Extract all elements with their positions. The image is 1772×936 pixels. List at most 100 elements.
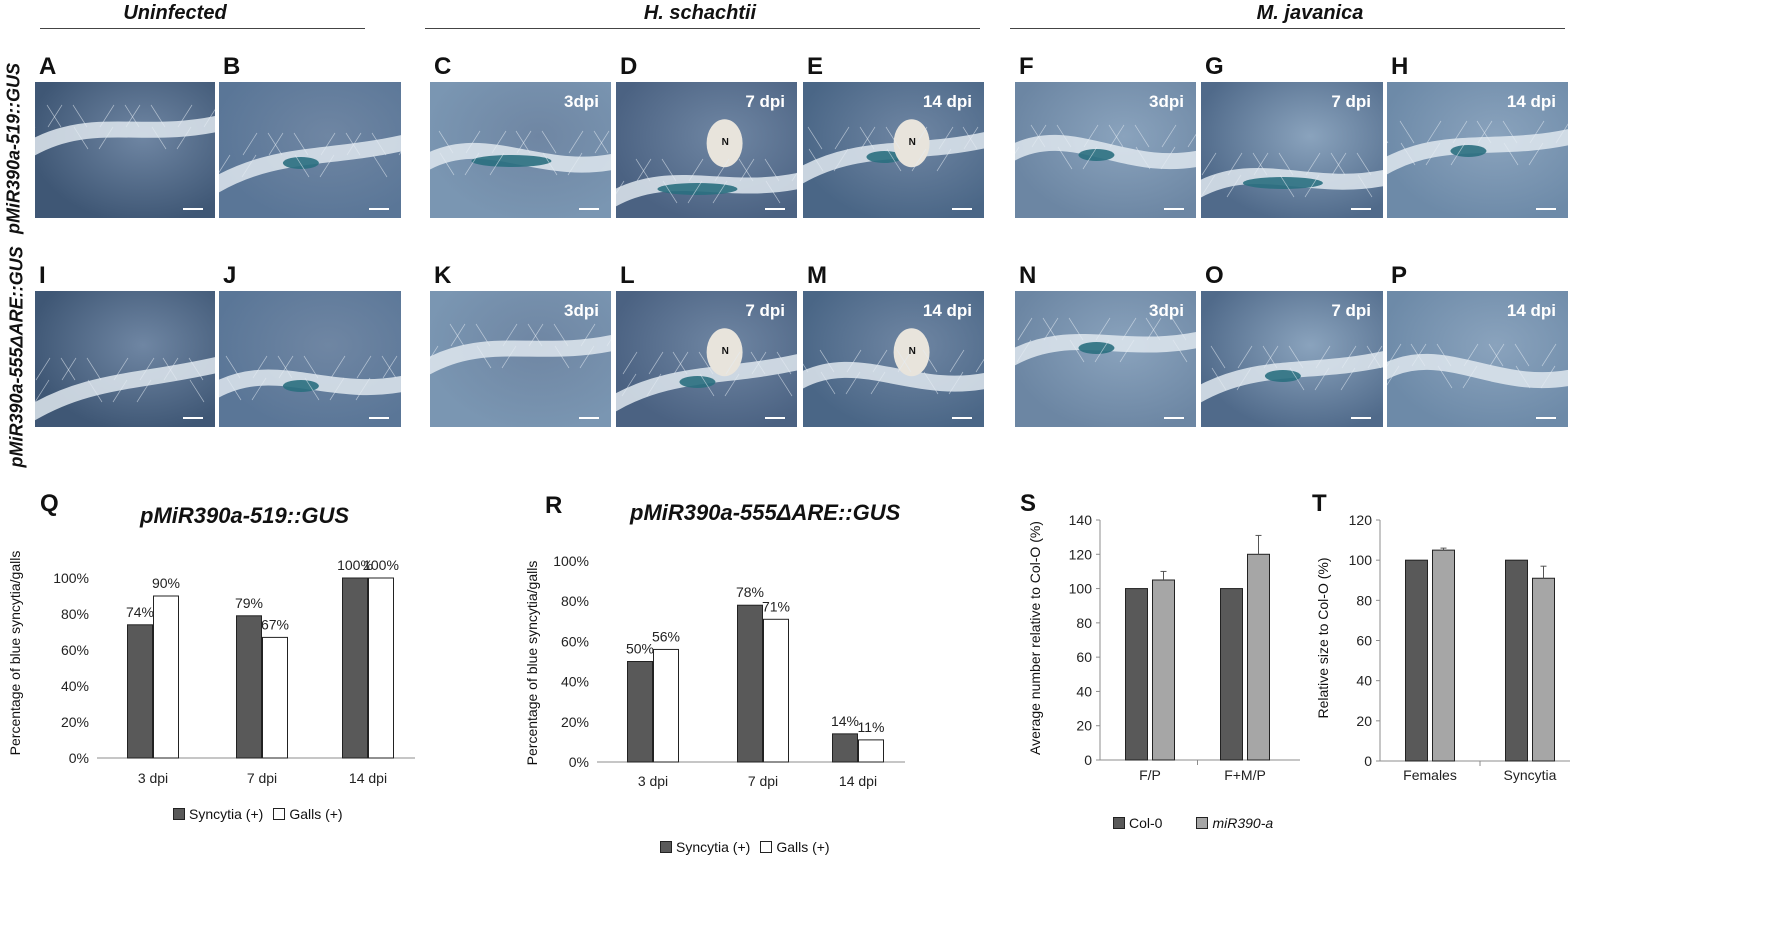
root-hair <box>150 104 166 128</box>
y-tick-label: 40 <box>1356 673 1372 689</box>
root-hair <box>936 148 952 172</box>
y-tick-label: 0% <box>569 754 589 770</box>
root-hair <box>1211 367 1227 391</box>
panel-label-D: D <box>620 53 638 80</box>
root-hair <box>1069 339 1085 363</box>
root-hair <box>635 158 651 182</box>
root-hair <box>124 104 140 128</box>
legend-S: Col-0 miR390-a <box>1113 815 1273 831</box>
root-hair <box>162 357 178 381</box>
root-hair <box>1477 120 1493 144</box>
panel-label-T: T <box>1312 490 1327 517</box>
root-hair <box>1171 317 1187 341</box>
root-hair <box>1095 317 1111 341</box>
gus-stain <box>657 183 738 195</box>
y-tick-label: 80 <box>1356 592 1372 608</box>
root-hair <box>803 363 809 373</box>
y-tick-label: 40% <box>61 678 89 694</box>
root-hair <box>1305 152 1321 176</box>
bar-Q <box>368 577 394 759</box>
scale-bar <box>369 208 389 210</box>
micrograph-J <box>219 291 401 427</box>
root-hair <box>1340 367 1356 391</box>
root-hair <box>975 358 984 373</box>
y-tick-label: 120 <box>1349 512 1373 528</box>
root-hair <box>1540 365 1556 389</box>
gus-stain <box>1242 177 1323 189</box>
root-hair <box>688 158 704 182</box>
panel-label-B: B <box>223 53 241 80</box>
scale-bar <box>765 417 785 419</box>
root-hair <box>764 158 780 182</box>
nematode-body <box>893 119 930 168</box>
scale-bar <box>183 208 203 210</box>
root-hair <box>61 357 77 381</box>
panel-label-R: R <box>545 492 563 519</box>
header-hs-rule <box>425 28 980 29</box>
data-label: 50% <box>626 641 654 657</box>
root-hair <box>714 158 730 182</box>
y-tick-label: 100 <box>1069 581 1093 597</box>
root-hair <box>1555 123 1568 144</box>
scale-bar <box>1536 417 1556 419</box>
scale-bar <box>952 417 972 419</box>
legend-label: Galls (+) <box>289 806 343 822</box>
root-hair <box>870 371 886 395</box>
micrograph-A <box>35 82 215 218</box>
legend-swatch-col0 <box>1113 817 1125 829</box>
root-hair <box>252 355 268 379</box>
root-hair <box>962 126 978 150</box>
legend-swatch-syncytia <box>660 841 672 853</box>
gus-stain <box>1450 145 1487 157</box>
root-hair <box>1030 124 1046 148</box>
root-hair <box>125 104 141 128</box>
root-hair <box>1160 146 1176 170</box>
root-hair <box>1172 339 1188 363</box>
root-drawing <box>219 355 401 401</box>
micrograph-G: 7 dpi <box>1201 82 1383 218</box>
root-hair <box>593 130 609 154</box>
data-label: 100% <box>337 557 373 573</box>
root-drawing <box>35 104 215 156</box>
bar-S <box>1220 588 1243 761</box>
root-hair <box>1253 152 1269 176</box>
root-hair <box>1043 317 1059 341</box>
x-tick-label: F+M/P <box>1224 767 1266 783</box>
root-hair <box>580 323 596 347</box>
panel-label-P: P <box>1391 262 1408 289</box>
panel-label-L: L <box>620 262 635 289</box>
scale-bar <box>1164 417 1184 419</box>
root-hair <box>846 349 862 373</box>
dpi-label: 3dpi <box>1149 92 1184 111</box>
root-hair <box>136 379 152 403</box>
panel-label-S: S <box>1020 490 1037 517</box>
root-hair <box>527 323 543 347</box>
root-hair <box>622 351 638 375</box>
root-hair <box>163 357 179 381</box>
root-hair <box>226 377 242 401</box>
scale-bar <box>369 417 389 419</box>
bar-Q <box>153 595 179 759</box>
scale-bar <box>1164 208 1184 210</box>
root-hair <box>1452 120 1468 144</box>
y-tick-label: 20% <box>561 714 589 730</box>
gus-stain <box>282 380 319 392</box>
root-hair <box>886 148 902 172</box>
root-hair <box>833 148 849 172</box>
x-tick-label: 14 dpi <box>839 773 877 789</box>
micrograph-N: 3dpi <box>1015 291 1196 427</box>
root-hair <box>725 351 741 375</box>
micrograph-B <box>219 82 401 218</box>
root-hair <box>528 323 544 347</box>
root-hair <box>1357 174 1373 198</box>
root-hair <box>47 104 63 128</box>
root-hair <box>1314 367 1330 391</box>
root-hair <box>896 349 912 373</box>
y-tick-label: 80 <box>1076 615 1092 631</box>
root-hair <box>698 351 714 375</box>
root-hair <box>1315 345 1331 369</box>
legend-label: Galls (+) <box>776 839 830 855</box>
y-tick-label: 100 <box>1349 552 1373 568</box>
panel-label-M: M <box>807 262 827 289</box>
root-hair <box>330 355 346 379</box>
